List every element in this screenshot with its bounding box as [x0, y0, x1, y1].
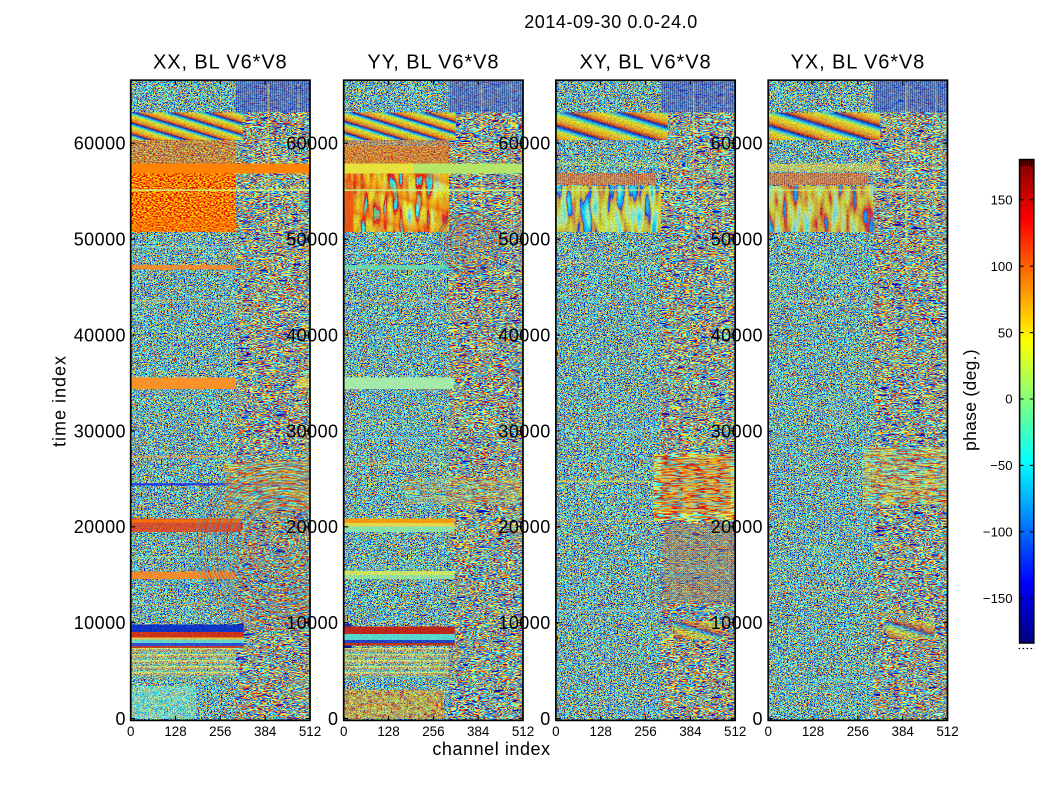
svg-text:0: 0: [753, 709, 763, 729]
svg-text:0: 0: [764, 724, 771, 739]
svg-text:40000: 40000: [498, 325, 550, 345]
svg-text:0: 0: [1005, 392, 1012, 407]
svg-text:−50: −50: [990, 458, 1012, 473]
svg-text:512: 512: [936, 724, 958, 739]
svg-text:128: 128: [590, 724, 612, 739]
svg-text:YX, BL V6*V8: YX, BL V6*V8: [791, 51, 926, 73]
svg-text:20000: 20000: [498, 517, 550, 537]
svg-text:50000: 50000: [711, 230, 763, 250]
svg-text:512: 512: [724, 724, 746, 739]
svg-text:XX, BL V6*V8: XX, BL V6*V8: [153, 51, 288, 73]
svg-text:30000: 30000: [498, 421, 550, 441]
svg-text:50000: 50000: [498, 230, 550, 250]
svg-text:50000: 50000: [74, 230, 126, 250]
svg-text:50000: 50000: [286, 230, 338, 250]
svg-text:phase (deg.): phase (deg.): [960, 349, 980, 451]
svg-text:128: 128: [164, 724, 186, 739]
svg-text:384: 384: [254, 724, 277, 739]
svg-text:0: 0: [116, 709, 126, 729]
svg-text:10000: 10000: [498, 613, 550, 633]
svg-text:256: 256: [634, 724, 656, 739]
svg-text:YY, BL V6*V8: YY, BL V6*V8: [367, 51, 499, 73]
svg-text:60000: 60000: [286, 134, 338, 154]
svg-text:40000: 40000: [74, 325, 126, 345]
svg-text:10000: 10000: [711, 613, 763, 633]
svg-text:60000: 60000: [711, 134, 763, 154]
svg-text:channel index: channel index: [432, 739, 550, 759]
svg-text:10000: 10000: [74, 613, 126, 633]
svg-text:384: 384: [892, 724, 915, 739]
svg-text:512: 512: [512, 724, 534, 739]
svg-text:256: 256: [422, 724, 444, 739]
svg-text:30000: 30000: [74, 421, 126, 441]
svg-text:256: 256: [209, 724, 231, 739]
svg-text:10000: 10000: [286, 613, 338, 633]
svg-text:−100: −100: [983, 525, 1013, 540]
svg-text:128: 128: [377, 724, 399, 739]
svg-text:0: 0: [540, 709, 550, 729]
svg-text:time index: time index: [50, 355, 70, 447]
svg-text:0: 0: [552, 724, 559, 739]
svg-text:0: 0: [328, 709, 338, 729]
svg-text:150: 150: [991, 193, 1013, 208]
svg-text:512: 512: [299, 724, 321, 739]
svg-text:20000: 20000: [711, 517, 763, 537]
svg-text:20000: 20000: [286, 517, 338, 537]
svg-text:30000: 30000: [286, 421, 338, 441]
svg-text:60000: 60000: [74, 134, 126, 154]
svg-text:256: 256: [847, 724, 869, 739]
svg-text:384: 384: [467, 724, 490, 739]
svg-text:50: 50: [998, 325, 1013, 340]
svg-text:0: 0: [127, 724, 134, 739]
svg-text:384: 384: [679, 724, 702, 739]
svg-text:40000: 40000: [711, 325, 763, 345]
svg-text:100: 100: [991, 259, 1013, 274]
svg-text:128: 128: [802, 724, 824, 739]
svg-text:2014-09-30 0.0-24.0: 2014-09-30 0.0-24.0: [524, 12, 698, 32]
svg-text:0: 0: [340, 724, 347, 739]
svg-text:−150: −150: [983, 591, 1013, 606]
svg-text:20000: 20000: [74, 517, 126, 537]
svg-text:XY, BL V6*V8: XY, BL V6*V8: [579, 51, 711, 73]
svg-text:40000: 40000: [286, 325, 338, 345]
svg-text:30000: 30000: [711, 421, 763, 441]
svg-text:60000: 60000: [498, 134, 550, 154]
